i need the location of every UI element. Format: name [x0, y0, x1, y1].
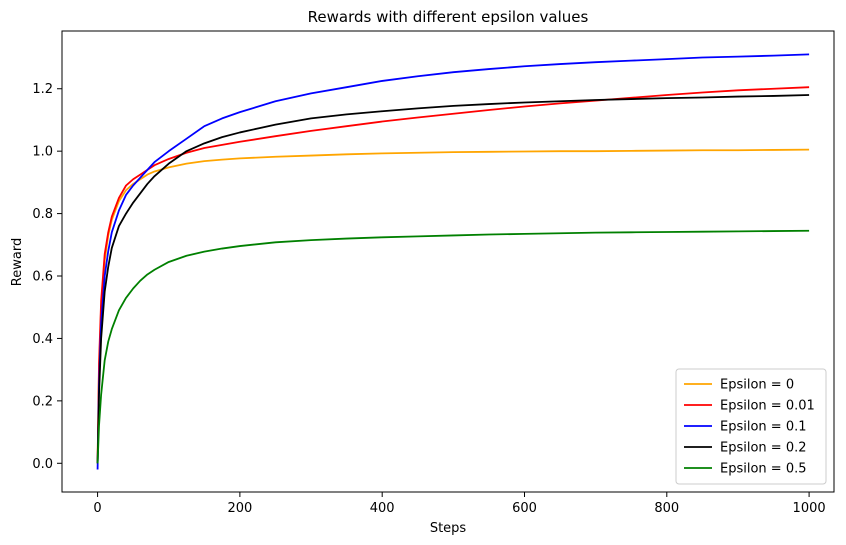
x-axis-label: Steps: [430, 521, 467, 536]
x-tick-label: 600: [512, 501, 537, 516]
x-tick-label: 0: [93, 501, 101, 516]
legend-label-epsilon-0-01: Epsilon = 0.01: [720, 399, 815, 414]
legend-label-epsilon-0-5: Epsilon = 0.5: [720, 462, 807, 477]
legend-label-epsilon-0-2: Epsilon = 0.2: [720, 441, 807, 456]
y-tick-label: 0.8: [32, 207, 53, 222]
x-axis: 0 200 400 600 800 1000: [93, 492, 826, 516]
chart-title: Rewards with different epsilon values: [308, 8, 589, 26]
y-tick-label: 1.0: [32, 145, 53, 160]
legend-label-epsilon-0: Epsilon = 0: [720, 378, 794, 393]
y-tick-label: 0.0: [32, 457, 53, 472]
series-line-epsilon-0-5: [96, 229, 810, 464]
series-line-epsilon-0: [96, 148, 810, 464]
x-tick-label: 200: [227, 501, 252, 516]
y-tick-label: 0.4: [32, 332, 53, 347]
series-layer: [96, 53, 810, 470]
legend: Epsilon = 0 Epsilon = 0.01 Epsilon = 0.1 Ep…: [675, 368, 827, 485]
legend-label-epsilon-0-1: Epsilon = 0.1: [720, 420, 807, 435]
x-tick-label: 800: [654, 501, 679, 516]
series-line-epsilon-0-2: [96, 94, 810, 464]
y-axis: 0.0 0.2 0.4 0.6 0.8 1.0 1.2: [32, 82, 62, 472]
y-axis-label: Reward: [10, 238, 25, 286]
series-line-epsilon-0-1: [96, 53, 810, 470]
x-tick-label: 1000: [793, 501, 826, 516]
y-tick-label: 1.2: [32, 82, 53, 97]
x-tick-label: 400: [370, 501, 395, 516]
y-tick-label: 0.2: [32, 394, 53, 409]
plot-area-frame: [61, 30, 835, 493]
y-tick-label: 0.6: [32, 270, 53, 285]
legend-box: [675, 368, 827, 485]
